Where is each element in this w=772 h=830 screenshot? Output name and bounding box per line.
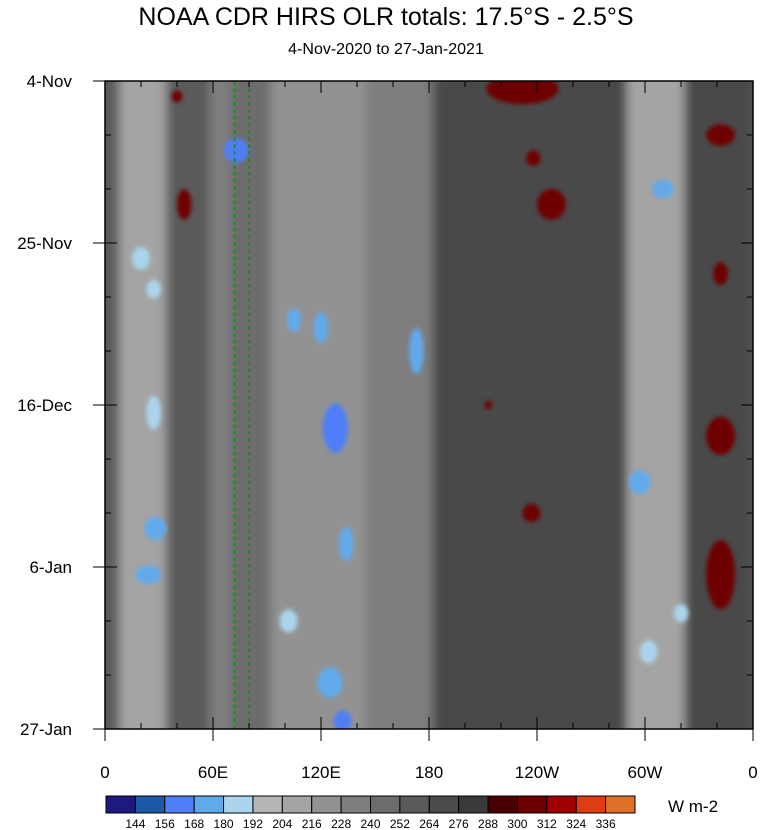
- y-axis: 4-Nov 25-Nov 16-Dec 6-Jan 27-Jan: [17, 72, 753, 739]
- colorbar-swatch: [311, 795, 342, 814]
- colorbar-swatch: [546, 795, 577, 814]
- olr-feature: [537, 189, 566, 220]
- olr-feature: [286, 308, 302, 332]
- colorbar-swatch: [223, 795, 254, 814]
- colorbar-label: 144: [125, 817, 145, 830]
- olr-feature: [333, 710, 352, 729]
- olr-feature: [317, 667, 343, 699]
- chart-subtitle: 4-Nov-2020 to 27-Jan-2021: [288, 41, 484, 58]
- olr-band: [166, 81, 210, 729]
- colorbar-label: 168: [184, 817, 204, 830]
- colorbar-label: 312: [537, 817, 557, 830]
- colorbar-swatch: [487, 795, 518, 814]
- colorbar-swatch: [252, 795, 283, 814]
- olr-feature: [171, 90, 183, 103]
- olr-feature: [144, 516, 167, 541]
- olr-feature: [135, 565, 161, 584]
- olr-feature: [223, 138, 249, 163]
- colorbar-label: 300: [507, 817, 527, 830]
- olr-feature: [279, 609, 298, 633]
- hovmoller-plot: 0 60E 120E 180 120W 60W 0 4-Nov 25-Nov 16-Dec 6-J…: [17, 72, 758, 782]
- olr-feature: [639, 640, 658, 664]
- colorbar-swatch: [516, 795, 548, 814]
- x-tick-label: 60W: [628, 763, 663, 782]
- colorbar-swatch: [458, 795, 489, 814]
- x-tick-label: 0: [100, 763, 109, 782]
- olr-bands: [105, 81, 753, 729]
- olr-feature: [409, 327, 424, 375]
- olr-band: [432, 81, 627, 729]
- olr-band: [627, 81, 685, 729]
- olr-band: [209, 81, 231, 729]
- olr-feature: [628, 470, 651, 494]
- olr-features: [132, 81, 735, 729]
- olr-feature: [177, 189, 192, 220]
- colorbar-label: 288: [478, 817, 498, 830]
- olr-band: [366, 81, 433, 729]
- colorbar-label: 204: [272, 817, 292, 830]
- olr-feature: [706, 124, 735, 146]
- colorbar-label: 228: [331, 817, 351, 830]
- olr-feature: [526, 150, 541, 166]
- olr-feature: [706, 416, 735, 456]
- colorbar-label: 192: [243, 817, 263, 830]
- reference-lines: [233, 81, 250, 729]
- y-tick-label: 25-Nov: [17, 234, 72, 253]
- colorbar-swatch: [164, 795, 195, 814]
- colorbar-label: 240: [360, 817, 380, 830]
- olr-feature: [313, 312, 329, 344]
- x-tick-label: 180: [415, 763, 443, 782]
- olr-feature: [652, 179, 674, 199]
- colorbar-label: 336: [596, 817, 616, 830]
- y-tick-label: 4-Nov: [27, 72, 73, 91]
- olr-feature: [132, 246, 150, 270]
- colorbar-swatch: [281, 795, 313, 814]
- olr-feature: [484, 400, 492, 410]
- colorbar-swatch: [105, 795, 136, 814]
- colorbar-swatch: [193, 795, 225, 814]
- colorbar-label: 216: [302, 817, 322, 830]
- olr-feature: [713, 262, 728, 286]
- colorbar-label: 180: [214, 817, 234, 830]
- chart-title: NOAA CDR HIRS OLR totals: 17.5°S - 2.5°S: [138, 3, 634, 31]
- y-tick-label: 16-Dec: [17, 396, 72, 415]
- colorbar-units: W m-2: [668, 797, 719, 816]
- olr-feature: [673, 604, 689, 623]
- colorbar-label: 264: [419, 817, 439, 830]
- olr-feature: [706, 540, 735, 610]
- olr-feature: [522, 503, 541, 523]
- colorbar-swatch: [575, 795, 607, 814]
- x-tick-label: 60E: [198, 763, 228, 782]
- olr-field: [105, 81, 753, 729]
- colorbar-label: 156: [155, 817, 175, 830]
- colorbar-swatch: [370, 795, 401, 814]
- y-tick-label: 6-Jan: [29, 558, 72, 577]
- olr-feature: [146, 280, 161, 299]
- x-tick-label: 120W: [515, 763, 559, 782]
- olr-feature: [322, 403, 348, 453]
- olr-feature: [486, 81, 559, 105]
- colorbar-swatch: [399, 795, 430, 814]
- x-tick-label: 0: [748, 763, 757, 782]
- colorbar-swatch: [340, 795, 372, 814]
- colorbar-label: 252: [390, 817, 410, 830]
- olr-band: [270, 81, 366, 729]
- colorbar-label: 276: [449, 817, 469, 830]
- colorbar-swatch: [428, 795, 460, 814]
- colorbar-label: 324: [566, 817, 586, 830]
- olr-feature: [146, 395, 161, 430]
- colorbar-swatch: [134, 795, 166, 814]
- olr-band: [231, 81, 271, 729]
- colorbar-swatch: [605, 795, 636, 814]
- y-tick-label: 27-Jan: [20, 720, 72, 739]
- olr-feature: [339, 526, 354, 561]
- x-tick-label: 120E: [301, 763, 341, 782]
- x-axis: 0 60E 120E 180 120W 60W 0: [100, 81, 758, 782]
